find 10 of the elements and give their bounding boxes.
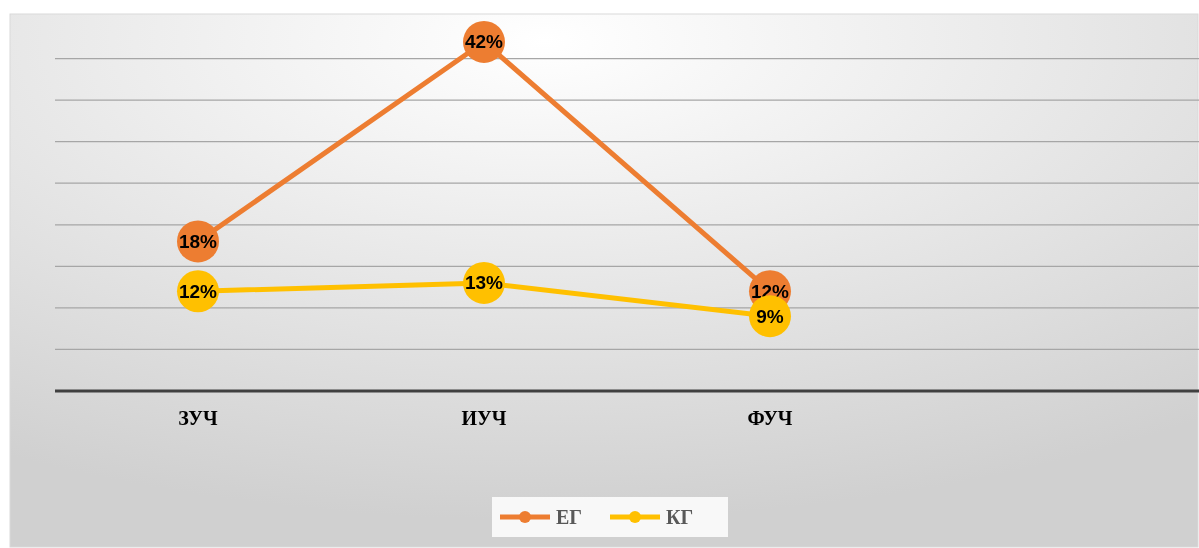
legend-label: КГ	[666, 506, 694, 528]
legend-label: ЕГ	[556, 506, 583, 528]
data-label: 42%	[464, 31, 504, 53]
x-tick-label: ЗУЧ	[178, 407, 219, 429]
data-label: 13%	[464, 272, 504, 294]
data-label: 12%	[178, 280, 218, 302]
data-label: 18%	[178, 230, 218, 252]
data-label: 9%	[756, 305, 784, 327]
x-tick-label: ФУЧ	[747, 407, 793, 429]
x-tick-label: ИУЧ	[461, 407, 507, 429]
